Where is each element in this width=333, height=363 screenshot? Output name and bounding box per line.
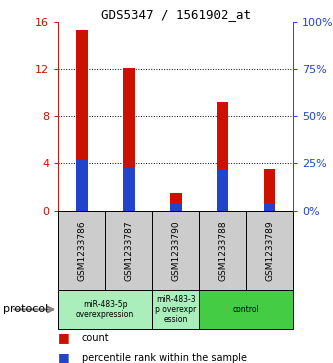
Text: ■: ■ <box>58 331 70 344</box>
Text: protocol: protocol <box>3 305 49 314</box>
Bar <box>264 169 275 211</box>
Text: count: count <box>82 333 109 343</box>
Bar <box>58 290 152 329</box>
Text: GSM1233789: GSM1233789 <box>265 220 274 281</box>
Text: miR-483-3
p overexpr
ession: miR-483-3 p overexpr ession <box>155 294 196 325</box>
Bar <box>76 30 88 211</box>
Title: GDS5347 / 1561902_at: GDS5347 / 1561902_at <box>101 8 251 21</box>
Bar <box>123 167 135 211</box>
Text: GSM1233786: GSM1233786 <box>77 220 86 281</box>
Text: ■: ■ <box>58 351 70 363</box>
Bar <box>152 290 199 329</box>
Bar <box>217 169 228 211</box>
Bar <box>76 160 88 211</box>
Text: GSM1233787: GSM1233787 <box>124 220 133 281</box>
Text: percentile rank within the sample: percentile rank within the sample <box>82 352 246 363</box>
Text: GSM1233788: GSM1233788 <box>218 220 227 281</box>
Bar <box>264 203 275 211</box>
Bar <box>170 203 181 211</box>
Bar <box>123 68 135 211</box>
Text: GSM1233790: GSM1233790 <box>171 220 180 281</box>
Bar <box>217 102 228 211</box>
Text: miR-483-5p
overexpression: miR-483-5p overexpression <box>76 300 134 319</box>
Bar <box>170 193 181 211</box>
Text: control: control <box>233 305 259 314</box>
Bar <box>199 290 293 329</box>
